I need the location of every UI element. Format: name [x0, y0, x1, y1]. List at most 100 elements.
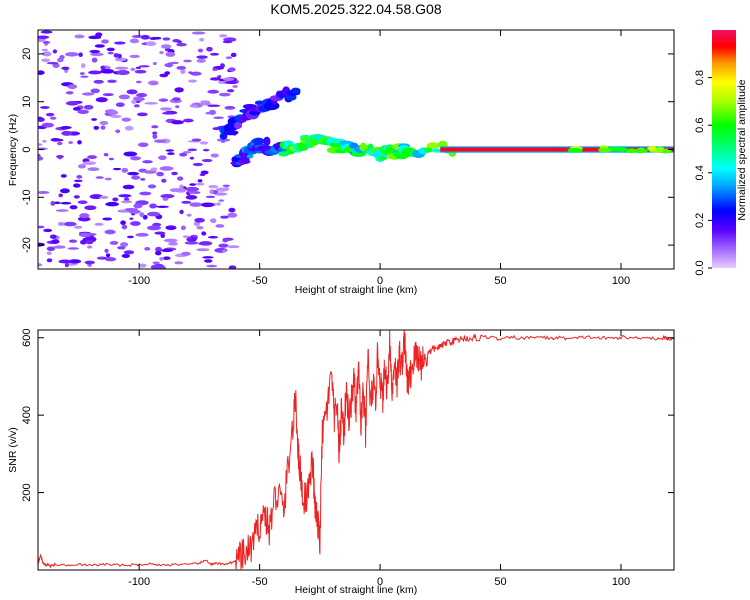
noise-blob [57, 155, 63, 160]
noise-blob [79, 213, 90, 219]
noise-blob [61, 66, 70, 71]
noise-blob [152, 36, 162, 40]
noise-blob [217, 75, 222, 79]
noise-blob [147, 211, 161, 217]
noise-blob [115, 102, 125, 108]
lower-branch-blob [246, 154, 254, 159]
noise-blob [77, 109, 89, 114]
noise-blob [184, 241, 199, 245]
noise-blob [185, 194, 198, 200]
noise-blob [160, 107, 173, 111]
noise-blob [218, 92, 231, 97]
noise-blob [61, 130, 73, 136]
noise-blob [160, 248, 173, 253]
noise-blob [105, 253, 111, 258]
noise-blob [64, 262, 69, 268]
noise-blob [153, 139, 166, 143]
noise-blob [133, 97, 145, 102]
noise-blob [129, 38, 140, 44]
noise-blob [137, 142, 149, 148]
noise-blob [213, 116, 224, 120]
noise-blob [38, 156, 44, 161]
noise-blob [154, 250, 162, 256]
noise-blob [41, 122, 54, 128]
noise-blob [87, 245, 93, 249]
main-line-blob [615, 147, 628, 152]
noise-blob [205, 195, 216, 199]
noise-blob [152, 61, 157, 66]
noise-blob [91, 57, 98, 63]
noise-blob [191, 31, 206, 35]
noise-blob [38, 143, 43, 146]
noise-blob [121, 224, 128, 230]
y-tick-label: -10 [21, 189, 33, 205]
noise-blob [121, 117, 132, 122]
noise-blob [113, 41, 126, 45]
noise-blob [110, 114, 122, 118]
x-tick-label: -100 [128, 576, 150, 588]
noise-blob [140, 34, 150, 40]
snr-frame [37, 329, 675, 571]
noise-blob [210, 153, 219, 158]
noise-blob [187, 236, 192, 241]
noise-blob [129, 54, 140, 58]
noise-blob [196, 55, 208, 59]
noise-blob [113, 53, 119, 58]
noise-blob [77, 216, 91, 222]
noise-blob [68, 239, 78, 243]
noise-blob [63, 221, 77, 227]
noise-blob [162, 256, 171, 261]
noise-blob [172, 97, 181, 102]
noise-blob [121, 253, 130, 259]
noise-blob [183, 59, 192, 63]
noise-blob [201, 231, 207, 236]
noise-blob [46, 61, 59, 65]
merging-trace-blob [423, 146, 433, 153]
noise-blob [196, 225, 204, 230]
noise-blob [119, 209, 127, 213]
noise-blob [38, 242, 45, 247]
noise-blob [41, 58, 51, 63]
merging-trace-blob [350, 151, 367, 157]
noise-blob [182, 118, 194, 123]
noise-blob [84, 205, 97, 211]
noise-blob [164, 63, 174, 68]
noise-blob [165, 51, 176, 57]
noise-blob [114, 57, 127, 62]
noise-blob [73, 183, 81, 188]
noise-blob [90, 52, 104, 57]
noise-blob [160, 193, 175, 199]
noise-blob [199, 141, 209, 145]
noise-blob [68, 259, 82, 264]
y-tick-label: 600 [21, 329, 33, 347]
spectrogram-xlabel: Height of straight line (km) [295, 284, 418, 296]
noise-blob [140, 177, 146, 181]
noise-blob [171, 171, 178, 176]
colorbar-tick-label: 0.8 [694, 70, 706, 85]
noise-blob [123, 151, 138, 157]
noise-blob [91, 118, 97, 121]
main-line-blob [598, 147, 612, 153]
noise-blob [200, 170, 209, 175]
noise-blob [191, 138, 202, 142]
x-tick-label: -100 [128, 275, 150, 287]
noise-blob [99, 195, 109, 199]
noise-blob [159, 257, 164, 261]
noise-blob [135, 80, 142, 84]
main-line-core [440, 147, 674, 152]
noise-blob [150, 167, 158, 172]
noise-blob [60, 201, 72, 205]
noise-blob [190, 71, 202, 76]
noise-blob [188, 71, 193, 74]
noise-blob [147, 184, 157, 189]
noise-blob [38, 190, 50, 194]
noise-blob [116, 70, 130, 76]
noise-blob [107, 51, 114, 55]
noise-blob [73, 195, 80, 199]
noise-blob [155, 246, 162, 252]
noise-blob [177, 176, 184, 181]
noise-blob [220, 215, 229, 219]
noise-blob [182, 235, 190, 238]
noise-blob [131, 34, 144, 38]
